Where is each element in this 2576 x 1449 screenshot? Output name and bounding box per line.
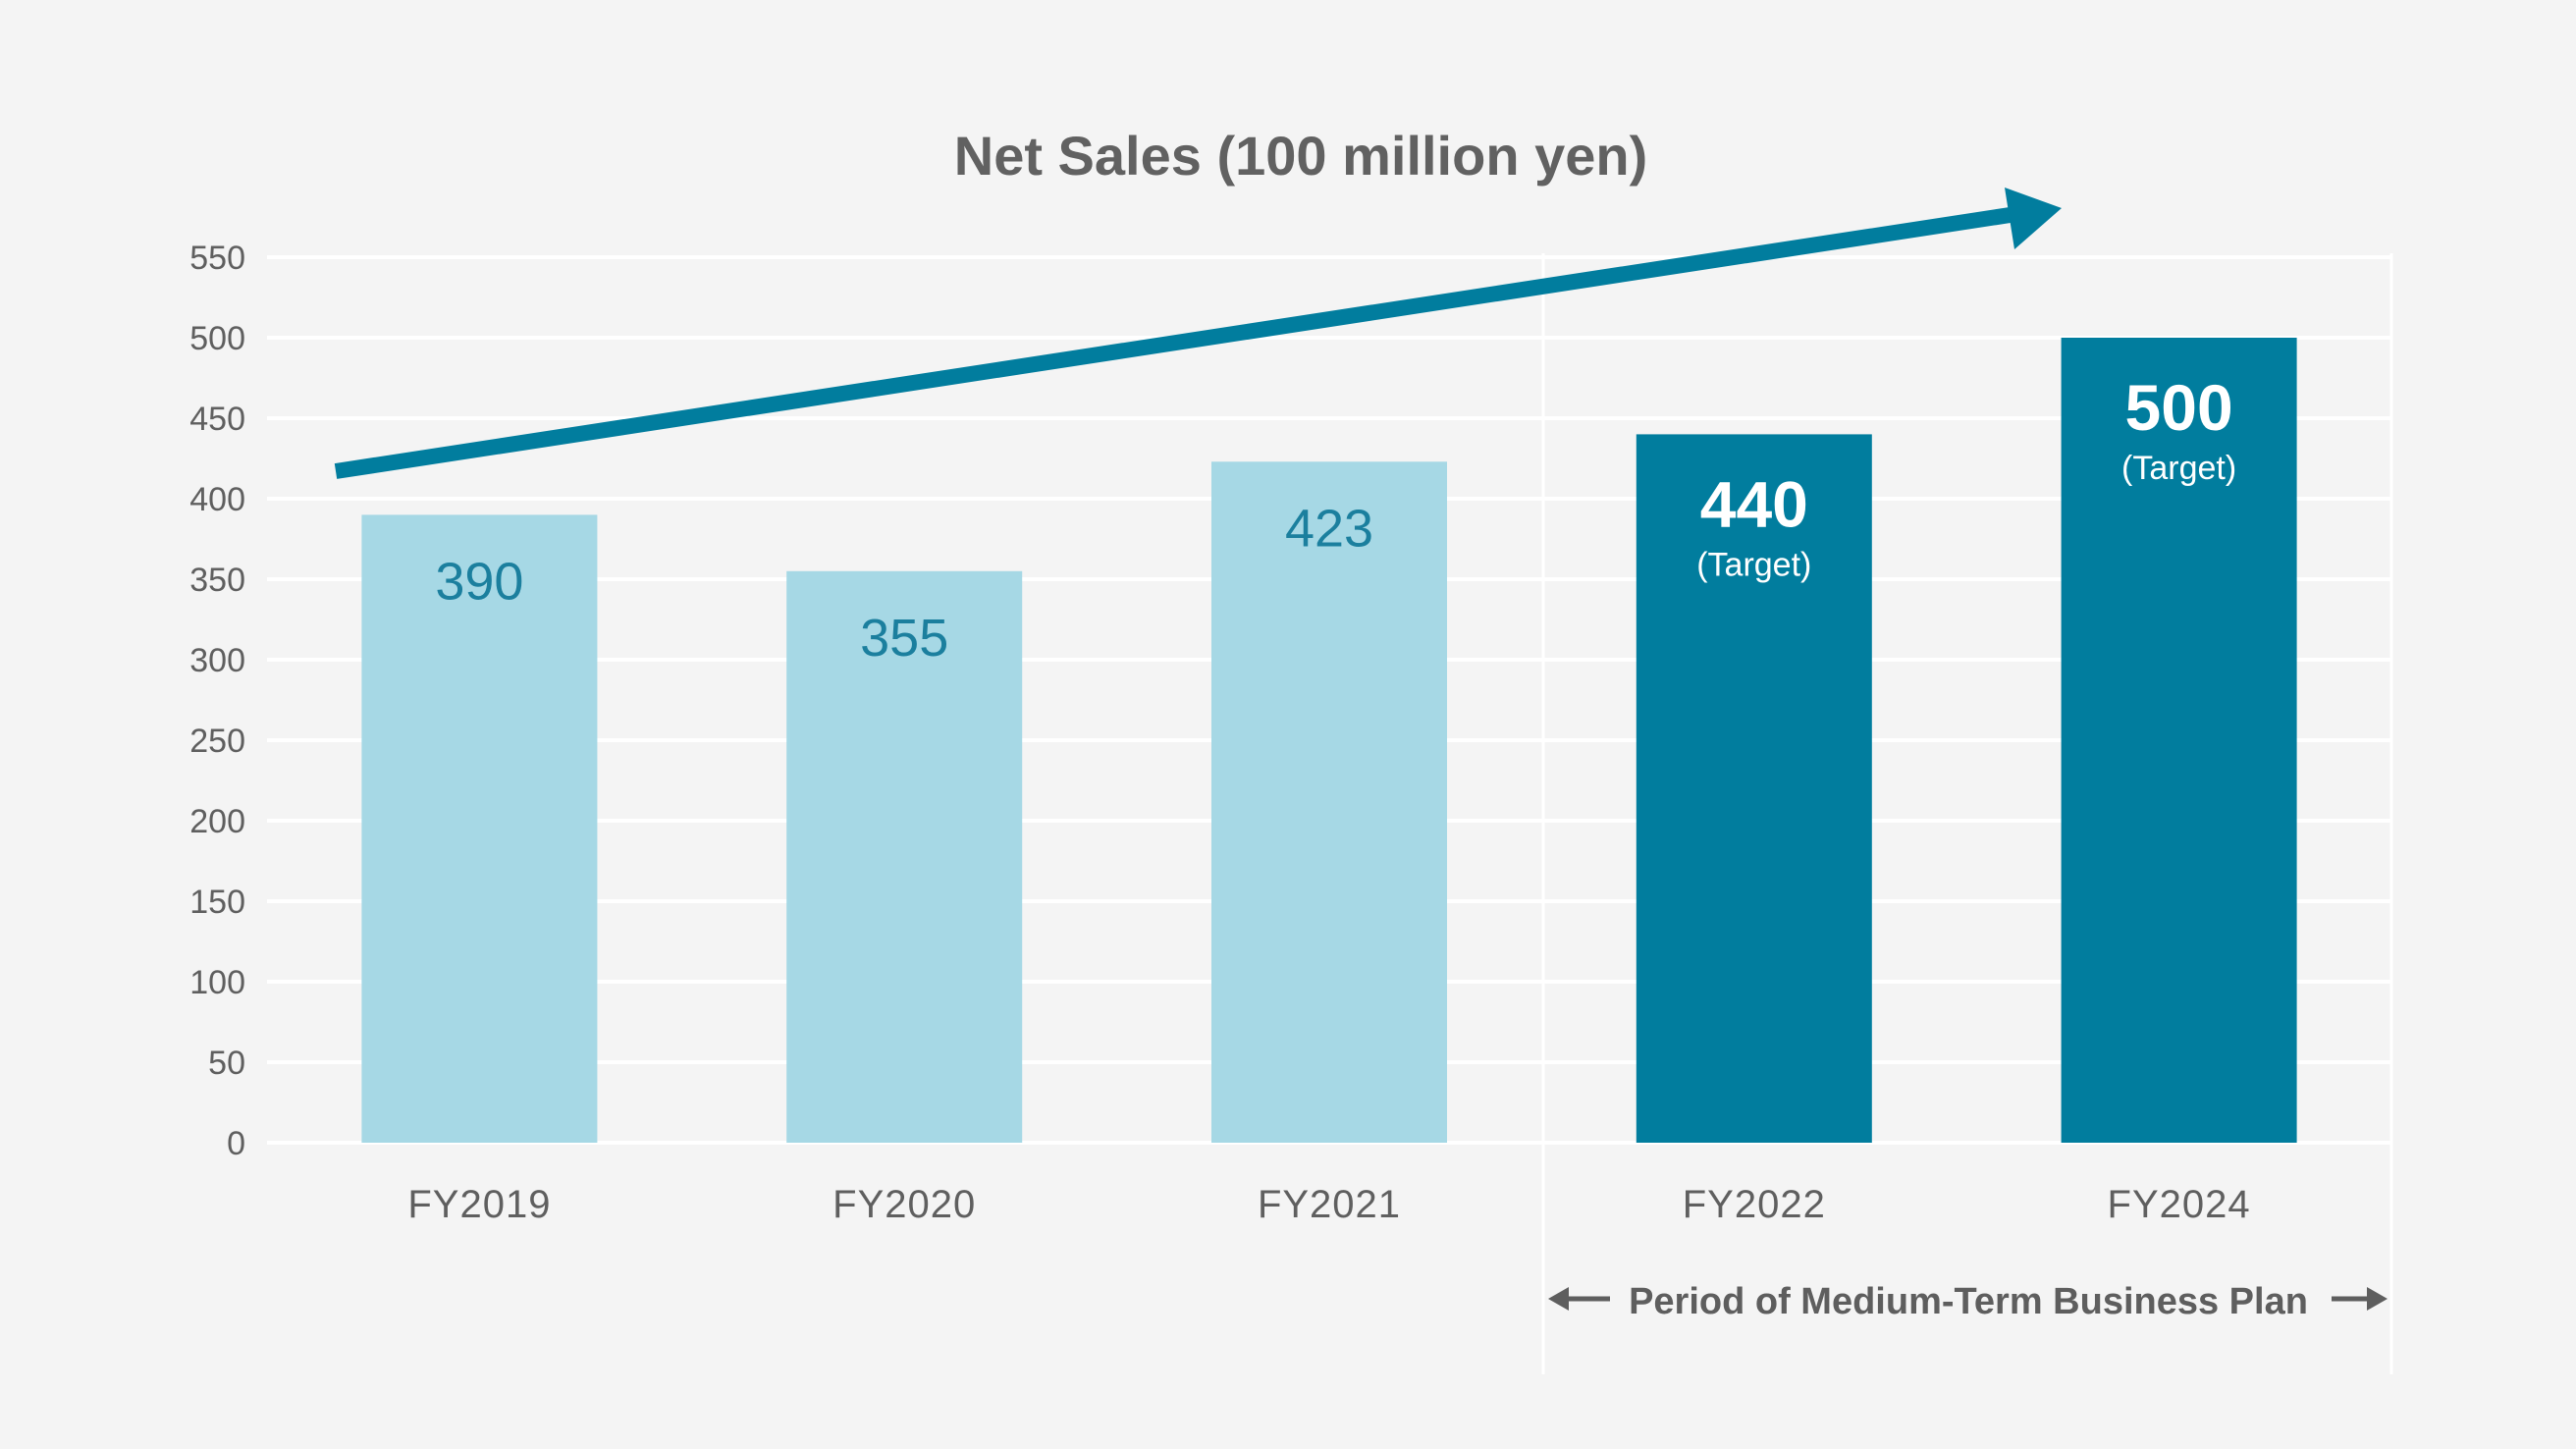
trend-arrow-head-icon xyxy=(2005,188,2062,249)
y-tick-label: 0 xyxy=(227,1125,245,1162)
data-label: 390 xyxy=(435,552,523,611)
y-tick-label: 550 xyxy=(189,240,245,277)
data-labels: 390 355 423 440 (Target) 500 (Target) xyxy=(435,371,2236,668)
y-tick-label: 350 xyxy=(189,562,245,599)
bars xyxy=(361,338,2297,1143)
x-tick-label: FY2024 xyxy=(2108,1183,2251,1226)
target-note-label: (Target) xyxy=(2121,450,2236,487)
bar xyxy=(361,514,598,1143)
y-tick-label: 50 xyxy=(208,1045,245,1082)
plan-period-annotation: Period of Medium-Term Business Plan xyxy=(1548,1281,2388,1322)
y-tick-label: 100 xyxy=(189,964,245,1001)
y-tick-label: 300 xyxy=(189,642,245,679)
y-tick-label: 150 xyxy=(189,884,245,921)
left-arrow-head-icon xyxy=(1548,1287,1569,1311)
y-tick-label: 500 xyxy=(189,320,245,357)
y-tick-label: 200 xyxy=(189,803,245,840)
data-label: 355 xyxy=(860,609,948,668)
data-label: 500 xyxy=(2125,371,2233,444)
bar xyxy=(1211,461,1447,1143)
data-label: 440 xyxy=(1700,467,1808,540)
data-label: 423 xyxy=(1285,499,1373,558)
axes: 0 50 100 150 200 250 300 350 400 450 500 550 FY2019 F… xyxy=(189,240,2251,1226)
x-tick-label: FY2021 xyxy=(1258,1183,1401,1226)
y-tick-label: 400 xyxy=(189,481,245,518)
bar xyxy=(2061,338,2297,1143)
bar xyxy=(786,570,1023,1143)
x-tick-label: FY2022 xyxy=(1683,1183,1826,1226)
plan-period-label: Period of Medium-Term Business Plan xyxy=(1629,1281,2308,1322)
bar xyxy=(1636,434,1872,1143)
y-tick-label: 250 xyxy=(189,723,245,760)
x-tick-label: FY2019 xyxy=(407,1183,551,1226)
trend-arrow xyxy=(334,206,2018,479)
y-tick-label: 450 xyxy=(189,401,245,438)
target-note-label: (Target) xyxy=(1696,546,1811,583)
right-arrow-head-icon xyxy=(2367,1287,2388,1311)
chart-title: Net Sales (100 million yen) xyxy=(954,125,1647,187)
x-tick-label: FY2020 xyxy=(832,1183,976,1226)
